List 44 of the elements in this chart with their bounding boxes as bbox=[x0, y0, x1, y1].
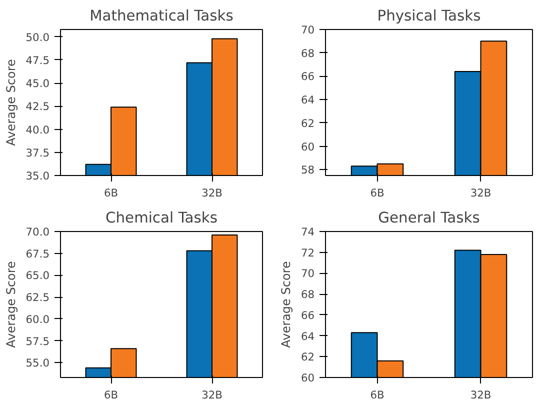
x-tick-label: 32B bbox=[470, 186, 492, 200]
y-tick-label: 68 bbox=[300, 288, 315, 302]
y-tick-label: 57.5 bbox=[26, 334, 50, 348]
y-tick-label: 70 bbox=[300, 24, 315, 36]
y-tick-label: 60.0 bbox=[26, 312, 50, 326]
x-tick-label: 6B bbox=[104, 186, 118, 200]
y-tick-label: 74 bbox=[300, 226, 315, 238]
y-axis-title: Average Score bbox=[4, 261, 18, 348]
y-tick-label: 62.5 bbox=[26, 291, 50, 304]
y-tick-label: 64 bbox=[300, 330, 315, 343]
x-tick-label: 32B bbox=[202, 388, 222, 402]
y-tick-label: 62 bbox=[300, 350, 315, 364]
chart-title: Mathematical Tasks bbox=[90, 8, 234, 24]
y-tick-label: 62 bbox=[300, 116, 315, 130]
chart-title: Physical Tasks bbox=[377, 8, 481, 24]
chart-title: Chemical Tasks bbox=[106, 210, 218, 226]
x-tick-label: 32B bbox=[202, 186, 222, 200]
y-axis-title: Average Score bbox=[4, 59, 18, 146]
x-tick-label: 32B bbox=[470, 388, 492, 402]
y-tick-label: 72 bbox=[300, 246, 315, 260]
y-tick-label: 65.0 bbox=[26, 269, 50, 282]
y-tick-label: 45.0 bbox=[26, 77, 50, 90]
y-tick-label: 55.0 bbox=[26, 356, 50, 370]
y-tick-label: 66 bbox=[300, 70, 315, 84]
y-tick-label: 70.0 bbox=[26, 226, 50, 238]
y-tick-label: 68 bbox=[300, 46, 315, 60]
x-tick-label: 6B bbox=[370, 186, 384, 200]
y-tick-label: 47.5 bbox=[26, 54, 50, 67]
y-tick-label: 67.5 bbox=[26, 247, 50, 260]
y-tick-label: 60 bbox=[300, 140, 315, 154]
y-tick-label: 35.0 bbox=[26, 170, 50, 182]
y-tick-label: 70 bbox=[300, 267, 315, 280]
y-axis-title: Average Score bbox=[278, 261, 293, 348]
x-tick-label: 6B bbox=[370, 388, 384, 402]
y-tick-label: 40.0 bbox=[26, 123, 50, 136]
y-tick-label: 37.5 bbox=[26, 146, 50, 160]
y-tick-label: 42.5 bbox=[26, 100, 50, 114]
y-tick-label: 50.0 bbox=[26, 30, 50, 44]
y-tick-label: 66 bbox=[300, 308, 315, 322]
x-tick-label: 6B bbox=[104, 388, 118, 402]
y-tick-label: 58 bbox=[300, 164, 315, 177]
y-tick-label: 60 bbox=[300, 372, 315, 384]
chart-title: General Tasks bbox=[378, 210, 480, 226]
y-tick-label: 64 bbox=[300, 94, 315, 107]
